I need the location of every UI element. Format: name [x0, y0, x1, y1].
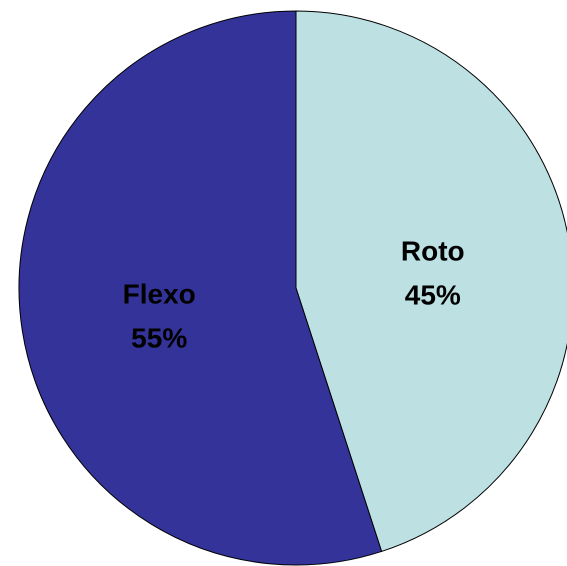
slice-label-roto: Roto — [401, 235, 465, 266]
pie-slice-roto — [295, 10, 567, 553]
slice-label-flexo: Flexo — [123, 279, 196, 310]
slice-value-roto: 45% — [405, 279, 461, 310]
pie-labels: Roto 45% Flexo 55% — [123, 235, 465, 353]
pie-slices — [18, 10, 567, 566]
slice-value-flexo: 55% — [131, 323, 187, 354]
pie-slice-flexo — [18, 10, 383, 566]
